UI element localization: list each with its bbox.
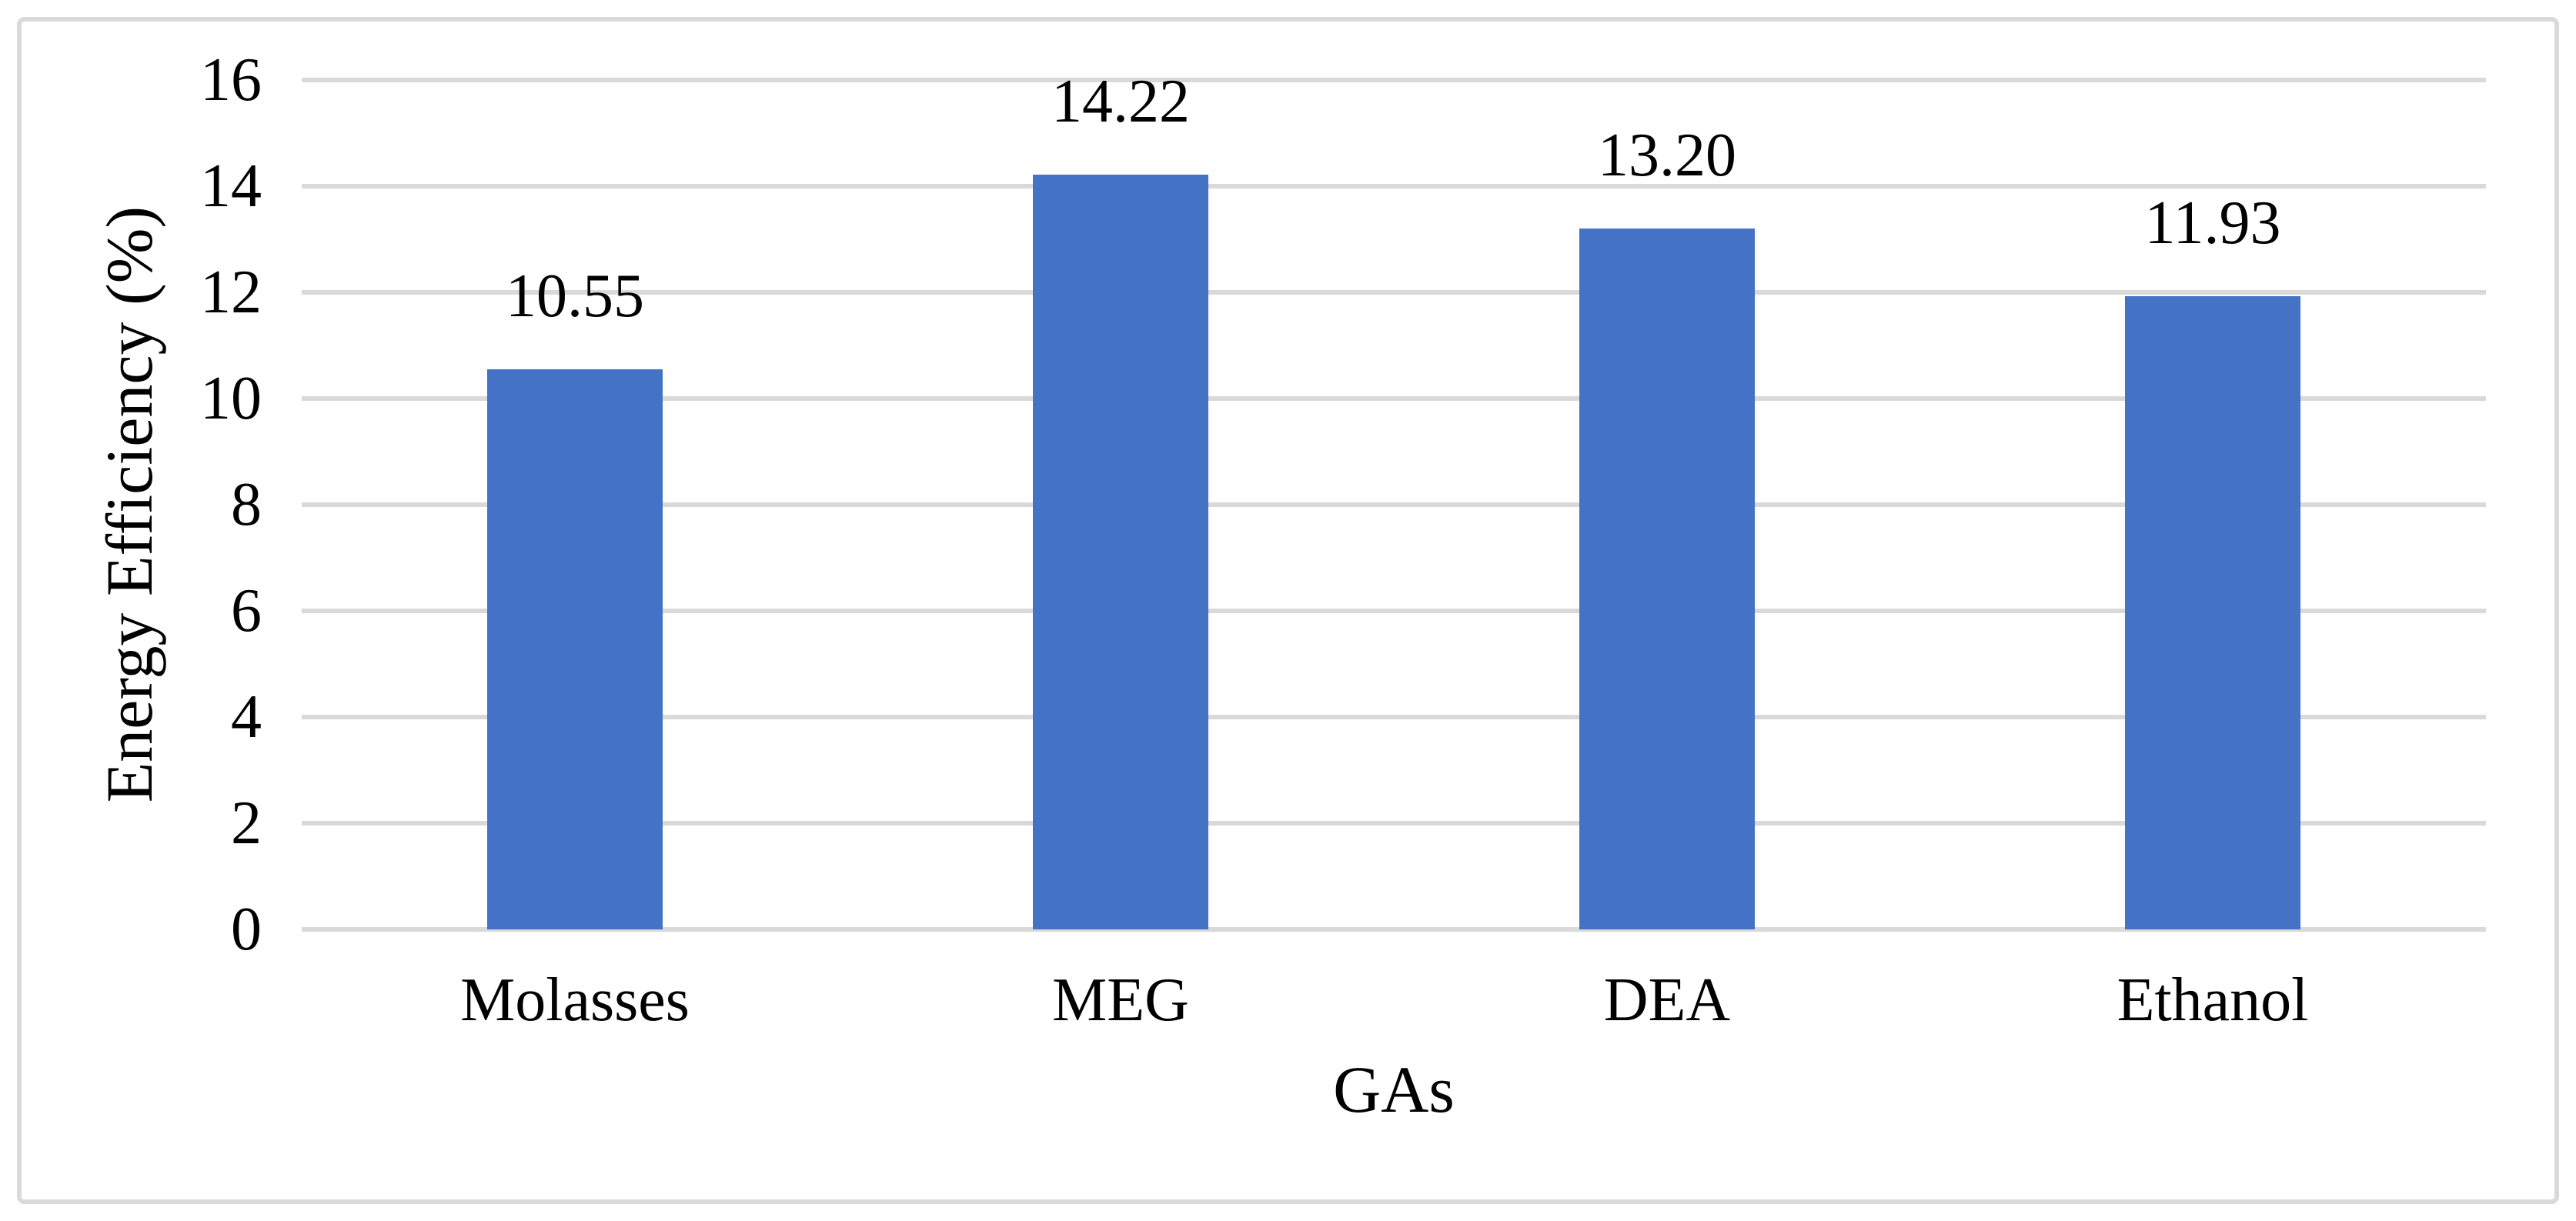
bar-meg bbox=[1033, 175, 1208, 929]
x-category-label-meg: MEG bbox=[1052, 966, 1189, 1034]
gridline-y-10 bbox=[302, 396, 2486, 401]
plot-area bbox=[302, 78, 2486, 932]
gridline-y-12 bbox=[302, 290, 2486, 295]
x-category-label-dea: DEA bbox=[1603, 966, 1731, 1034]
y-tick-label-12: 12 bbox=[200, 259, 262, 326]
y-tick-label-16: 16 bbox=[200, 46, 262, 114]
y-tick-label-8: 8 bbox=[231, 471, 262, 539]
y-tick-label-2: 2 bbox=[231, 789, 262, 857]
gridline-y-2 bbox=[302, 821, 2486, 826]
y-tick-label-0: 0 bbox=[231, 896, 262, 963]
bar-molasses bbox=[487, 369, 663, 929]
y-tick-label-6: 6 bbox=[231, 577, 262, 645]
gridline-y-8 bbox=[302, 502, 2486, 507]
gridline-y-6 bbox=[302, 609, 2486, 613]
gridline-y-4 bbox=[302, 715, 2486, 719]
y-tick-label-10: 10 bbox=[200, 365, 262, 432]
y-tick-label-4: 4 bbox=[231, 683, 262, 751]
bar-value-label-meg: 14.22 bbox=[1051, 68, 1190, 135]
gridline-y-16 bbox=[302, 78, 2486, 82]
bar-value-label-ethanol: 11.93 bbox=[2144, 189, 2281, 257]
x-category-label-ethanol: Ethanol bbox=[2117, 966, 2309, 1034]
gridline-y-0 bbox=[302, 927, 2486, 932]
bar-dea bbox=[1579, 229, 1755, 929]
bar-value-label-molasses: 10.55 bbox=[506, 262, 644, 330]
gridline-y-14 bbox=[302, 184, 2486, 188]
x-axis-title: GAs bbox=[1333, 1053, 1455, 1126]
bar-ethanol bbox=[2125, 296, 2300, 929]
bar-value-label-dea: 13.20 bbox=[1598, 122, 1736, 189]
x-category-label-molasses: Molasses bbox=[460, 966, 690, 1034]
y-tick-label-14: 14 bbox=[200, 152, 262, 220]
